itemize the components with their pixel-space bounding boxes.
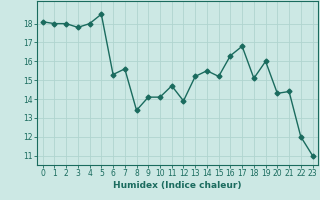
X-axis label: Humidex (Indice chaleur): Humidex (Indice chaleur) (113, 181, 242, 190)
